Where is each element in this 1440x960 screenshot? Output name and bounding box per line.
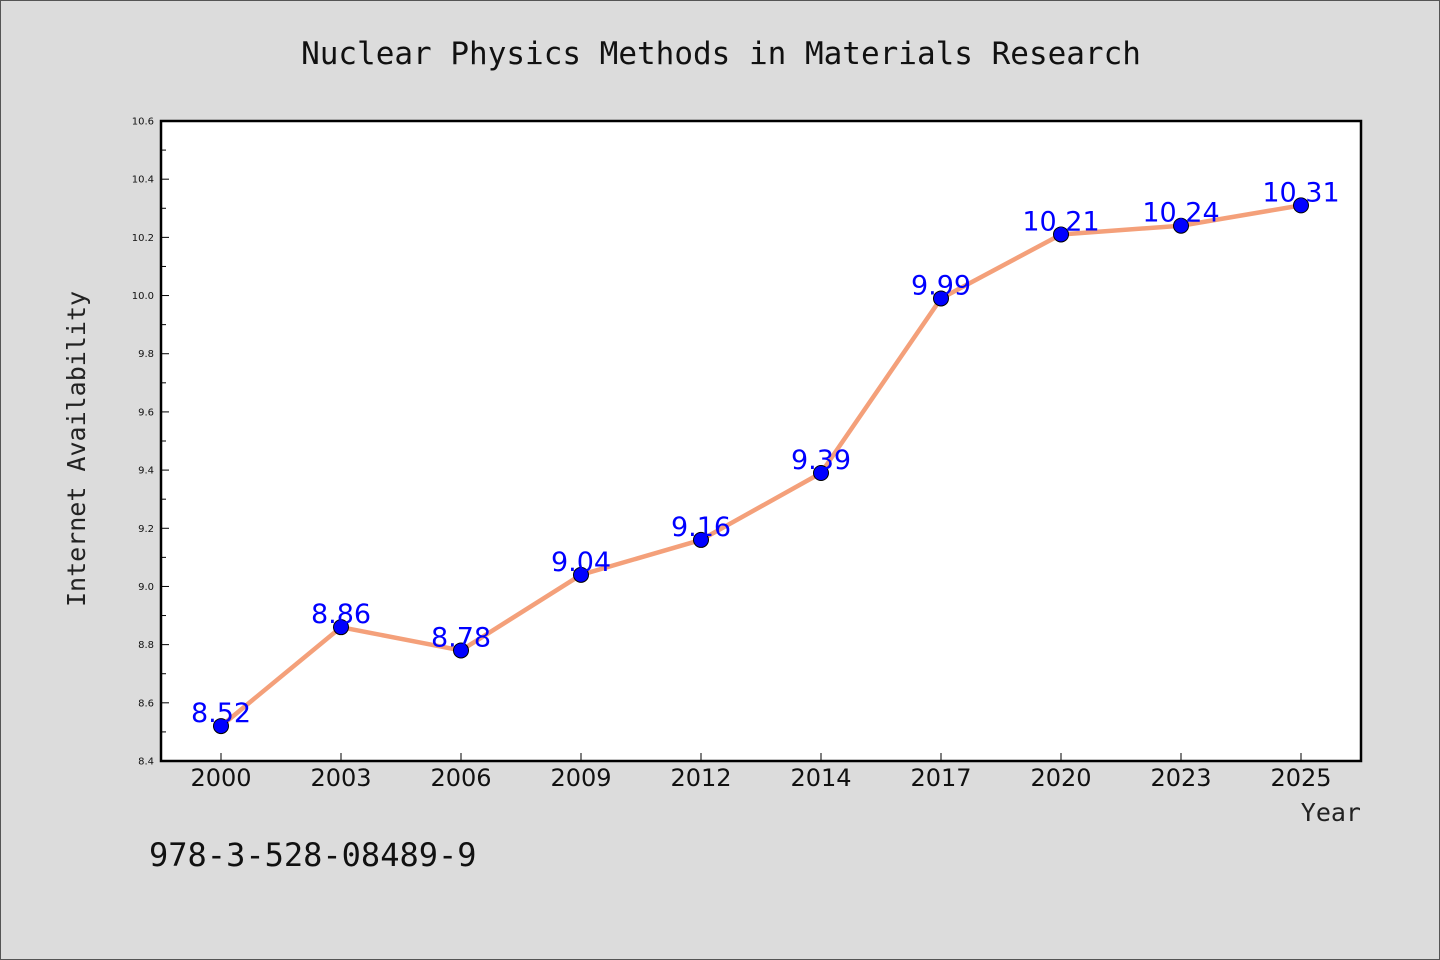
data-label: 9.04	[551, 547, 611, 578]
data-point	[453, 642, 469, 659]
data-label: 9.16	[671, 512, 731, 543]
data-label: 10.24	[1142, 198, 1219, 229]
y-tick-label: 9.2	[138, 524, 154, 535]
series-line	[218, 203, 1304, 729]
data-point	[333, 619, 349, 636]
x-tick-label: 2014	[790, 764, 851, 792]
y-tick-label: 9.6	[138, 407, 154, 418]
x-axis: 2000 2003 2006 2009 2012 2014 2017 2020 2023 2025	[190, 753, 1332, 792]
data-point	[1293, 197, 1309, 214]
y-tick-label: 9.8	[138, 349, 154, 360]
series-markers	[213, 197, 1309, 735]
x-tick-label: 2003	[310, 764, 371, 792]
data-point	[693, 531, 709, 548]
data-label: 10.31	[1262, 177, 1339, 208]
y-tick-label: 10.0	[132, 291, 154, 302]
x-tick-label: 2012	[670, 764, 731, 792]
data-label: 9.39	[791, 445, 851, 476]
y-tick-label: 9.0	[138, 582, 154, 593]
data-point	[813, 465, 829, 481]
x-axis-label: Year	[1301, 798, 1361, 827]
y-tick-label: 10.2	[132, 233, 154, 244]
data-point	[573, 566, 589, 583]
data-point	[1173, 217, 1189, 234]
y-tick-label: 10.6	[132, 117, 154, 128]
y-axis-label: Internet Availability	[62, 291, 91, 607]
data-label: 10.21	[1022, 206, 1099, 237]
x-tick-label: 2020	[1030, 764, 1091, 792]
data-label: 8.78	[431, 622, 491, 653]
isbn-code: 978-3-528-08489-9	[149, 836, 477, 874]
x-tick-label: 2000	[190, 764, 251, 792]
y-axis: 8.4 8.6 8.8 9.0 9.2 9.4 9.6 9.8 10.0 10.2 10.4 10.6	[132, 117, 169, 768]
x-tick-label: 2025	[1270, 764, 1331, 792]
plot-frame	[159, 119, 1363, 763]
chart-title: Nuclear Physics Methods in Materials Res…	[301, 36, 1141, 72]
y-tick-label: 8.4	[138, 757, 154, 768]
y-tick-label: 9.4	[138, 466, 154, 477]
x-tick-label: 2023	[1150, 764, 1211, 792]
y-tick-label: 8.6	[138, 698, 154, 709]
data-label: 9.99	[911, 270, 971, 301]
x-tick-label: 2009	[550, 764, 611, 792]
data-point	[213, 718, 229, 735]
data-label: 8.52	[191, 698, 251, 729]
data-point	[1053, 226, 1069, 243]
data-point	[933, 290, 949, 307]
x-tick-label: 2017	[910, 764, 971, 792]
data-label: 8.86	[311, 599, 371, 630]
y-tick-label: 8.8	[138, 640, 154, 651]
y-tick-label: 10.4	[132, 175, 154, 186]
x-tick-label: 2006	[430, 764, 491, 792]
data-labels: 8.52 8.86 8.78 9.04 9.16 9.39 9.99 10.21 10.24 10…	[191, 177, 1340, 729]
